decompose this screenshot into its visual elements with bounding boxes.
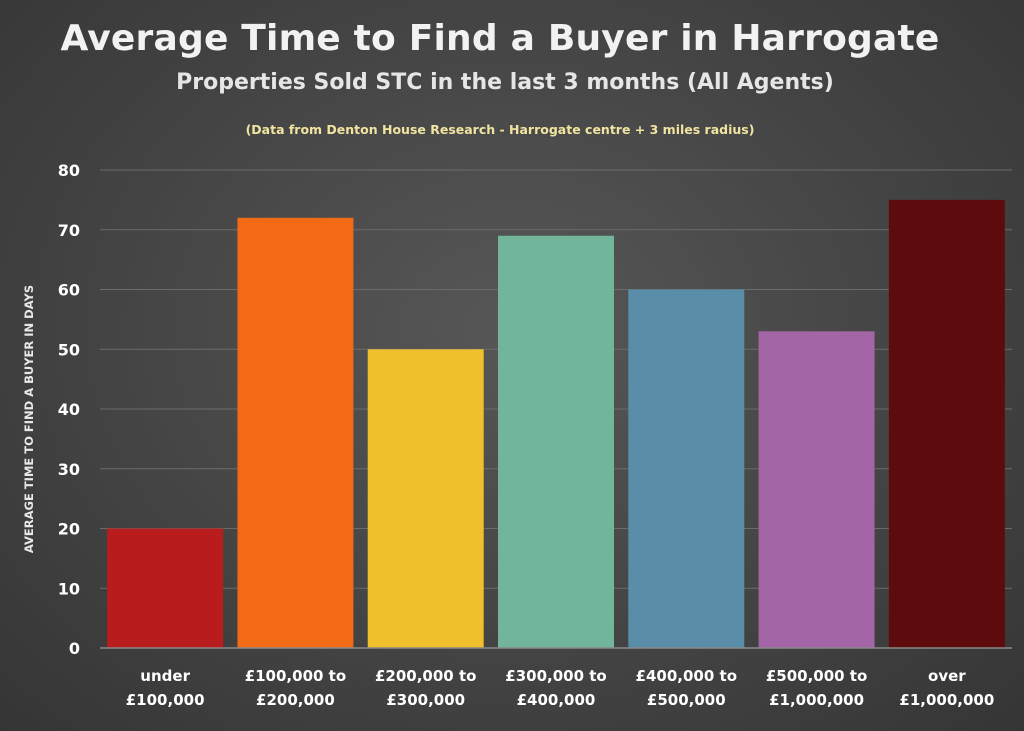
y-tick-label: 20 <box>58 520 80 539</box>
bar <box>628 289 745 648</box>
y-tick-label: 80 <box>58 161 80 180</box>
x-tick-label: £100,000 to <box>245 667 346 685</box>
y-tick-label: 10 <box>58 579 80 598</box>
x-tick-label: £300,000 to <box>505 667 606 685</box>
y-tick-label: 40 <box>58 400 80 419</box>
y-axis-title: AVERAGE TIME TO FIND A BUYER IN DAYS <box>22 285 36 553</box>
x-tick-label: £200,000 to <box>375 667 476 685</box>
y-tick-label: 60 <box>58 281 80 300</box>
y-tick-label: 50 <box>58 340 80 359</box>
x-tick-label: £300,000 <box>386 691 465 709</box>
y-tick-label: 70 <box>58 221 80 240</box>
x-tick-label: £100,000 <box>126 691 205 709</box>
chart-title: Average Time to Find a Buyer in Harrogat… <box>60 18 940 59</box>
x-tick-label: under <box>140 667 190 685</box>
bar <box>107 528 224 648</box>
x-tick-label: £1,000,000 <box>769 691 864 709</box>
bar <box>888 199 1005 648</box>
chart-subtitle: Properties Sold STC in the last 3 months… <box>176 70 834 95</box>
x-tick-label: £400,000 <box>517 691 596 709</box>
y-tick-label: 30 <box>58 460 80 479</box>
x-tick-label: £500,000 to <box>766 667 867 685</box>
bar <box>758 331 875 648</box>
x-tick-label: £200,000 <box>256 691 335 709</box>
x-tick-label: over <box>928 667 966 685</box>
y-tick-label: 0 <box>69 639 80 658</box>
x-tick-label: £500,000 <box>647 691 726 709</box>
bar <box>498 235 614 648</box>
data-source-note: (Data from Denton House Research - Harro… <box>245 122 755 137</box>
bar <box>237 217 354 649</box>
x-tick-label: £1,000,000 <box>899 691 994 709</box>
bar <box>367 349 484 648</box>
x-tick-label: £400,000 to <box>636 667 737 685</box>
